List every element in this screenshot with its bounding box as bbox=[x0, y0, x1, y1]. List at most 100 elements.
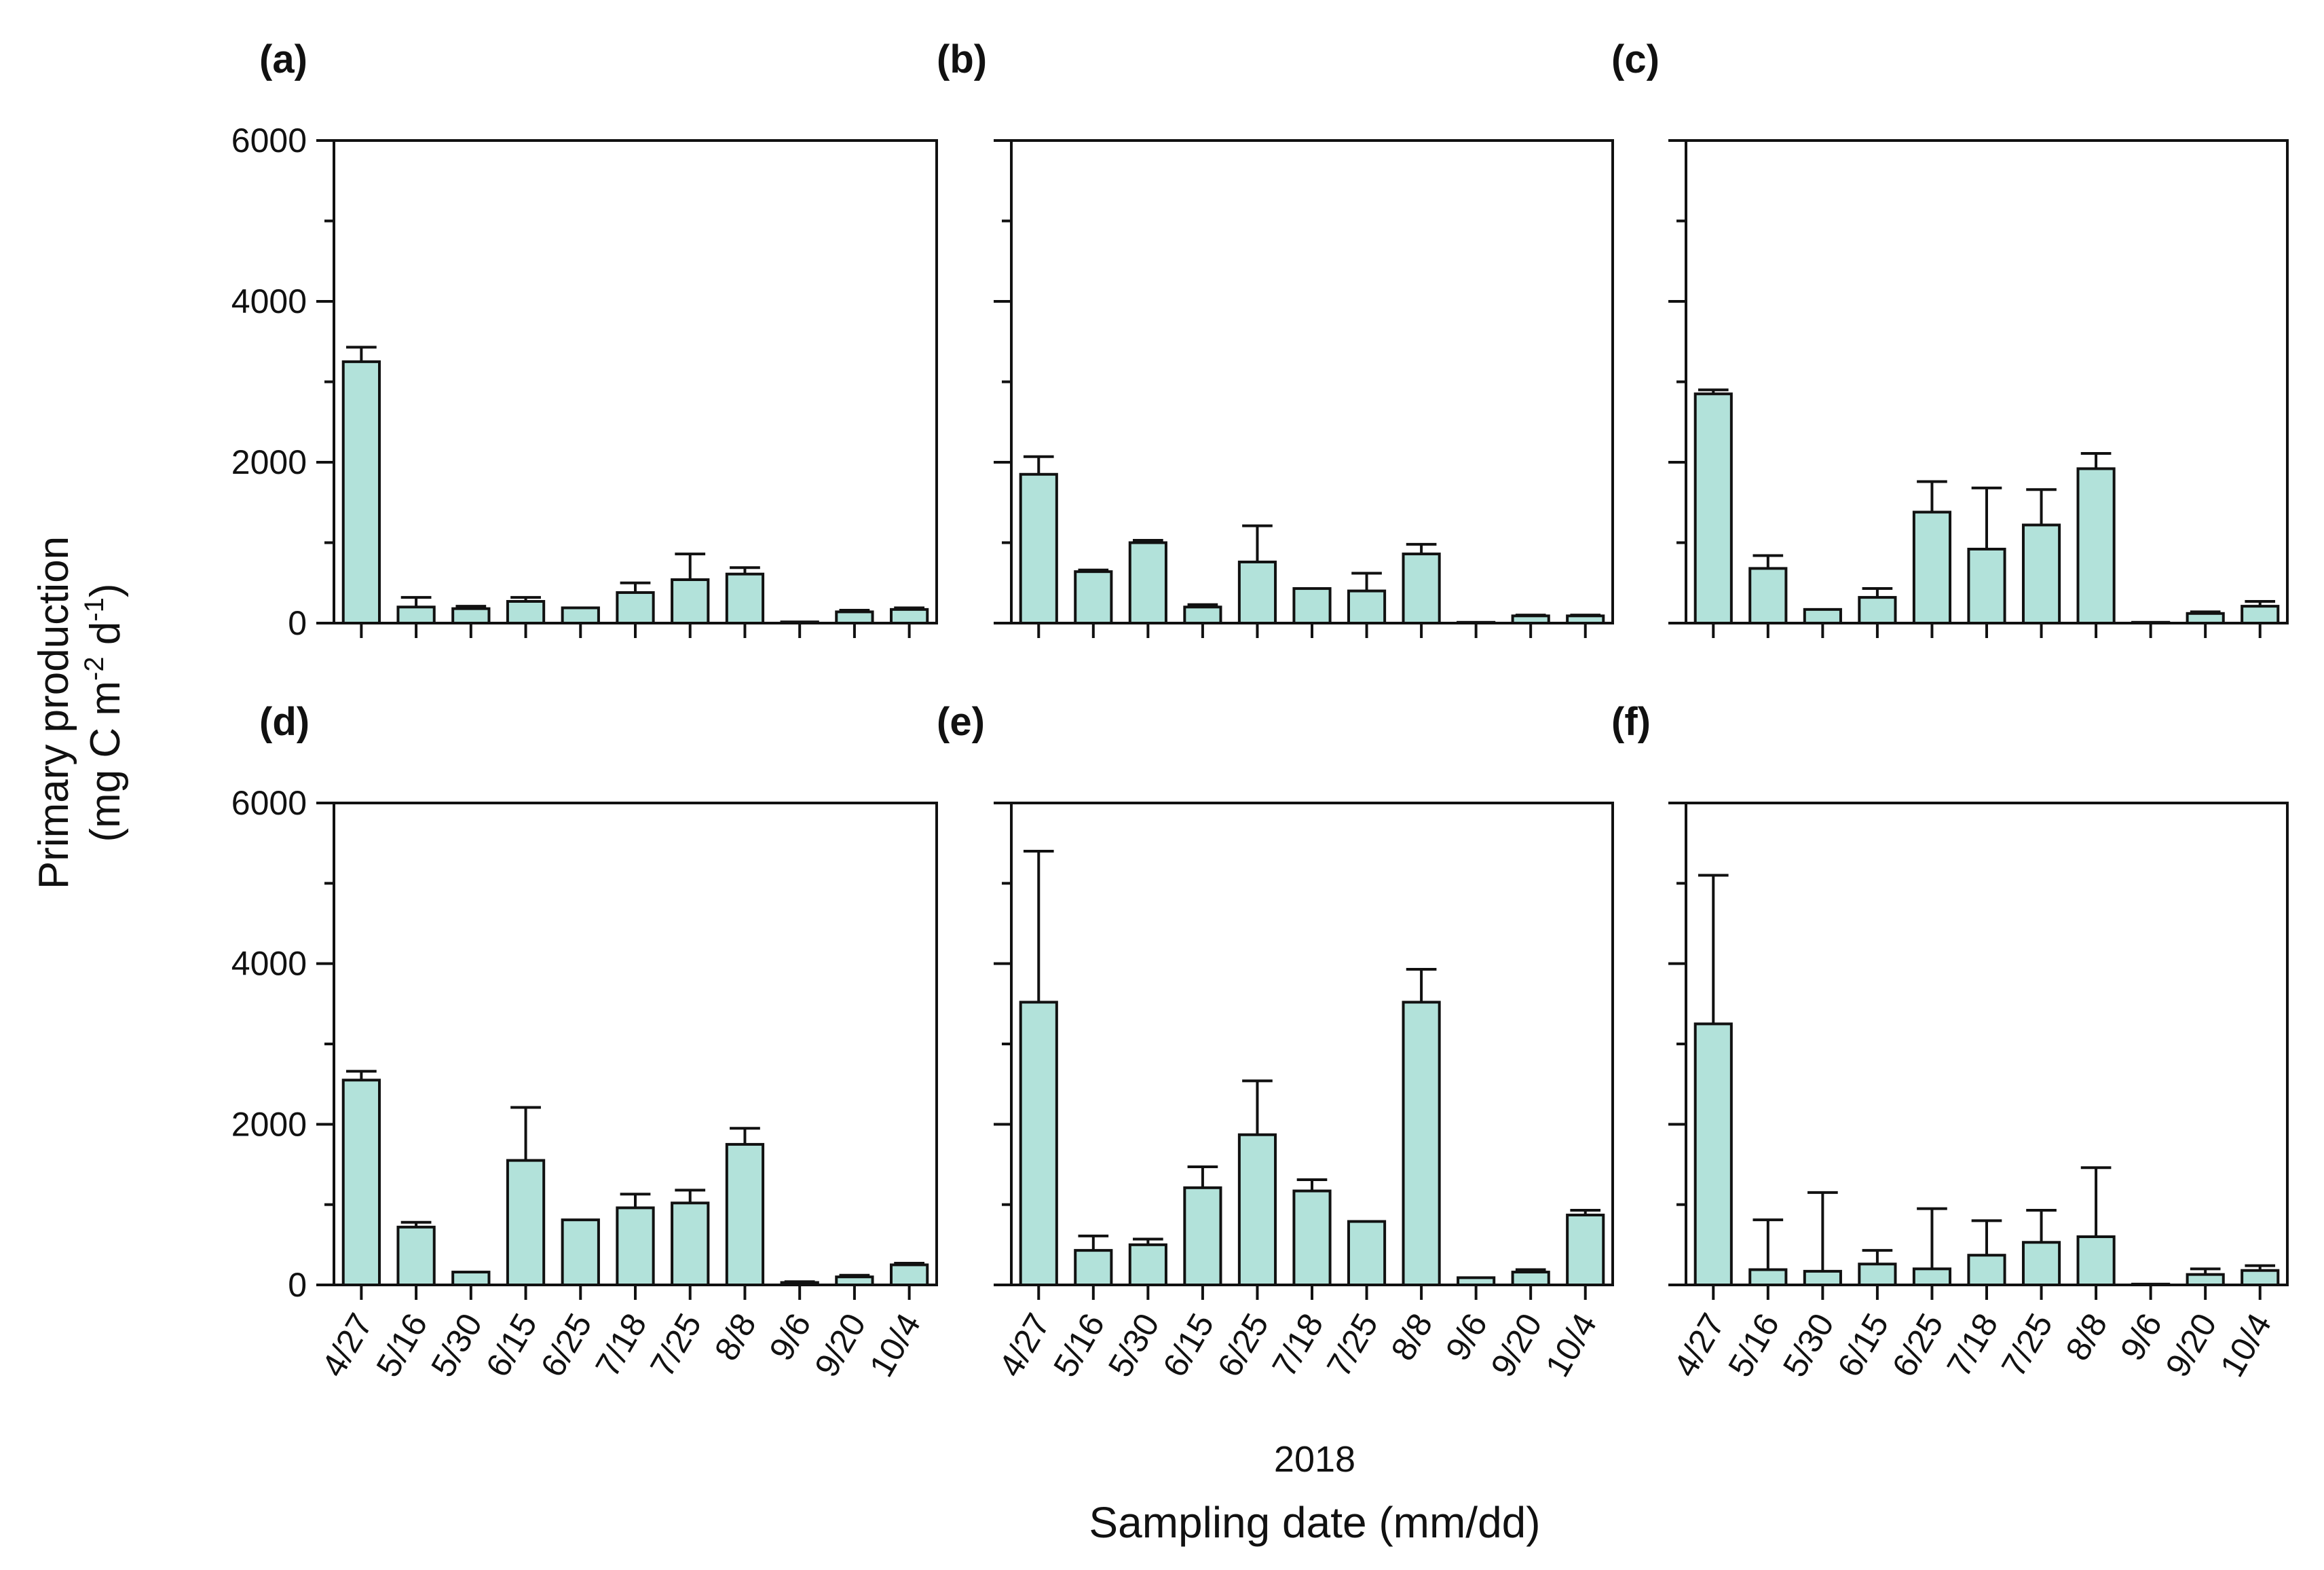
bar-4/27 bbox=[1019, 1001, 1058, 1286]
x-tick-label: 5/30 bbox=[1776, 1307, 1841, 1383]
bar-4/27 bbox=[1019, 472, 1058, 625]
panel-label: (a) bbox=[259, 37, 307, 81]
bar-9/20 bbox=[2186, 1273, 2225, 1287]
bar-5/30 bbox=[1803, 608, 1842, 624]
bar-6/25 bbox=[1237, 1133, 1277, 1287]
y-axis-label: Primary production (mg C m-2 d-1) bbox=[31, 536, 129, 889]
bar-7/25 bbox=[1347, 1220, 1387, 1287]
bar-6/15 bbox=[1858, 596, 1897, 625]
bar-10/4 bbox=[1566, 1214, 1605, 1287]
plot-frame bbox=[1010, 139, 1614, 624]
plot-frame bbox=[333, 139, 938, 624]
y-label-sup1: -2 bbox=[79, 656, 109, 681]
bar-4/27 bbox=[1693, 1022, 1733, 1286]
bar-7/25 bbox=[2021, 523, 2061, 624]
y-label-mid: d bbox=[82, 622, 129, 657]
bar-5/30 bbox=[451, 607, 491, 624]
panel-label: (b) bbox=[937, 37, 987, 81]
x-tick-label: 6/15 bbox=[1155, 1307, 1221, 1383]
x-tick-label: 6/15 bbox=[1830, 1307, 1896, 1383]
bar-9/20 bbox=[1511, 1271, 1550, 1286]
bar-10/4 bbox=[1566, 614, 1605, 625]
bar-9/6 bbox=[780, 620, 819, 624]
bar-6/25 bbox=[561, 1218, 600, 1287]
x-tick-label: 5/16 bbox=[369, 1307, 434, 1383]
bar-6/25 bbox=[1237, 560, 1277, 624]
x-tick-label: 7/18 bbox=[1939, 1307, 2005, 1383]
bar-7/18 bbox=[1292, 587, 1332, 624]
bar-7/18 bbox=[1967, 1254, 2006, 1287]
bar-7/25 bbox=[671, 578, 710, 625]
panel-label: (d) bbox=[259, 700, 310, 744]
panels: (a) 0 2000 4000 6000 (b) (c) (d) 0 2000 4000 6000 4/… bbox=[231, 37, 2289, 1383]
bar-8/8 bbox=[725, 1142, 765, 1286]
bar-5/16 bbox=[396, 605, 436, 624]
y-tick-label: 6000 bbox=[231, 784, 307, 822]
plot-frame bbox=[1685, 802, 2289, 1286]
x-tick-label: 8/8 bbox=[2058, 1307, 2114, 1367]
y-axis-label-line2: (mg C m-2 d-1) bbox=[79, 583, 129, 842]
bar-9/20 bbox=[835, 1275, 874, 1286]
x-tick-label: 7/18 bbox=[1264, 1307, 1330, 1383]
bar-5/30 bbox=[1128, 541, 1167, 624]
y-label-sup2: -1 bbox=[79, 597, 109, 622]
panel-e: (e) 4/275/165/306/156/257/187/258/89/69/2… bbox=[937, 700, 1614, 1383]
bar-4/27 bbox=[341, 360, 381, 624]
bar-5/30 bbox=[1128, 1243, 1167, 1287]
x-tick-label: 4/27 bbox=[1666, 1307, 1732, 1383]
y-tick-label: 6000 bbox=[231, 122, 307, 160]
x-tick-label: 8/8 bbox=[1383, 1307, 1440, 1367]
x-tick-label: 5/16 bbox=[1046, 1307, 1112, 1383]
bar-5/30 bbox=[451, 1271, 491, 1286]
bar-8/8 bbox=[2076, 1235, 2116, 1286]
bar-9/20 bbox=[835, 610, 874, 624]
x-tick-label: 10/4 bbox=[2213, 1307, 2279, 1383]
bar-8/8 bbox=[725, 572, 765, 625]
bar-10/4 bbox=[2241, 1269, 2280, 1286]
x-tick-label: 6/25 bbox=[533, 1307, 599, 1383]
y-tick-label: 0 bbox=[288, 604, 307, 642]
bar-5/30 bbox=[1803, 1269, 1842, 1286]
y-label-prefix: (mg C m bbox=[82, 681, 129, 842]
x-tick-label: 9/20 bbox=[807, 1307, 873, 1383]
x-tick-label: 4/27 bbox=[314, 1307, 380, 1383]
x-tick-label: 7/25 bbox=[1319, 1307, 1385, 1383]
bar-10/4 bbox=[889, 608, 929, 624]
panel-b: (b) bbox=[937, 37, 1614, 638]
bar-9/6 bbox=[2131, 1282, 2171, 1286]
bar-6/25 bbox=[561, 606, 600, 624]
bar-9/20 bbox=[1511, 614, 1550, 625]
x-tick-label: 5/30 bbox=[1101, 1307, 1167, 1383]
bar-4/27 bbox=[1693, 392, 1733, 625]
panel-a: (a) 0 2000 4000 6000 bbox=[231, 37, 938, 642]
y-tick-label: 2000 bbox=[231, 1105, 307, 1143]
bar-8/8 bbox=[2076, 467, 2116, 624]
y-tick-label: 4000 bbox=[231, 945, 307, 983]
bar-9/6 bbox=[1457, 1276, 1496, 1286]
x-tick-label: 6/15 bbox=[479, 1307, 544, 1383]
bar-7/18 bbox=[1292, 1189, 1332, 1287]
bar-10/4 bbox=[889, 1263, 929, 1286]
bar-7/25 bbox=[1347, 589, 1387, 624]
x-tick-label: 9/20 bbox=[1484, 1307, 1550, 1383]
bar-8/8 bbox=[1402, 1001, 1441, 1286]
x-tick-label: 7/18 bbox=[588, 1307, 654, 1383]
bar-5/16 bbox=[1748, 567, 1788, 624]
x-tick-label: 6/25 bbox=[1885, 1307, 1951, 1383]
y-tick-label: 4000 bbox=[231, 282, 307, 320]
bar-4/27 bbox=[341, 1079, 381, 1286]
bar-10/4 bbox=[2241, 605, 2280, 624]
bar-6/15 bbox=[506, 600, 546, 625]
x-tick-label: 9/6 bbox=[2113, 1307, 2169, 1367]
x-axis-label: Sampling date (mm/dd) bbox=[1089, 1498, 1540, 1547]
bar-5/16 bbox=[1074, 1249, 1113, 1287]
y-tick-label: 2000 bbox=[231, 443, 307, 481]
bar-6/15 bbox=[1183, 1186, 1222, 1286]
x-tick-label: 10/4 bbox=[1538, 1307, 1604, 1383]
x-tick-label: 4/27 bbox=[992, 1307, 1057, 1383]
bar-6/15 bbox=[1858, 1263, 1897, 1286]
bar-5/16 bbox=[1074, 570, 1113, 624]
bar-8/8 bbox=[1402, 553, 1441, 625]
x-tick-label: 7/25 bbox=[1994, 1307, 2060, 1383]
